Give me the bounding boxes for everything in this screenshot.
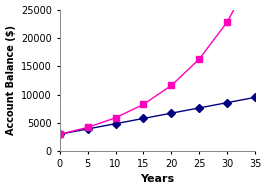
Y-axis label: Account Balance ($): Account Balance ($)	[6, 25, 15, 135]
X-axis label: Years: Years	[140, 174, 175, 184]
